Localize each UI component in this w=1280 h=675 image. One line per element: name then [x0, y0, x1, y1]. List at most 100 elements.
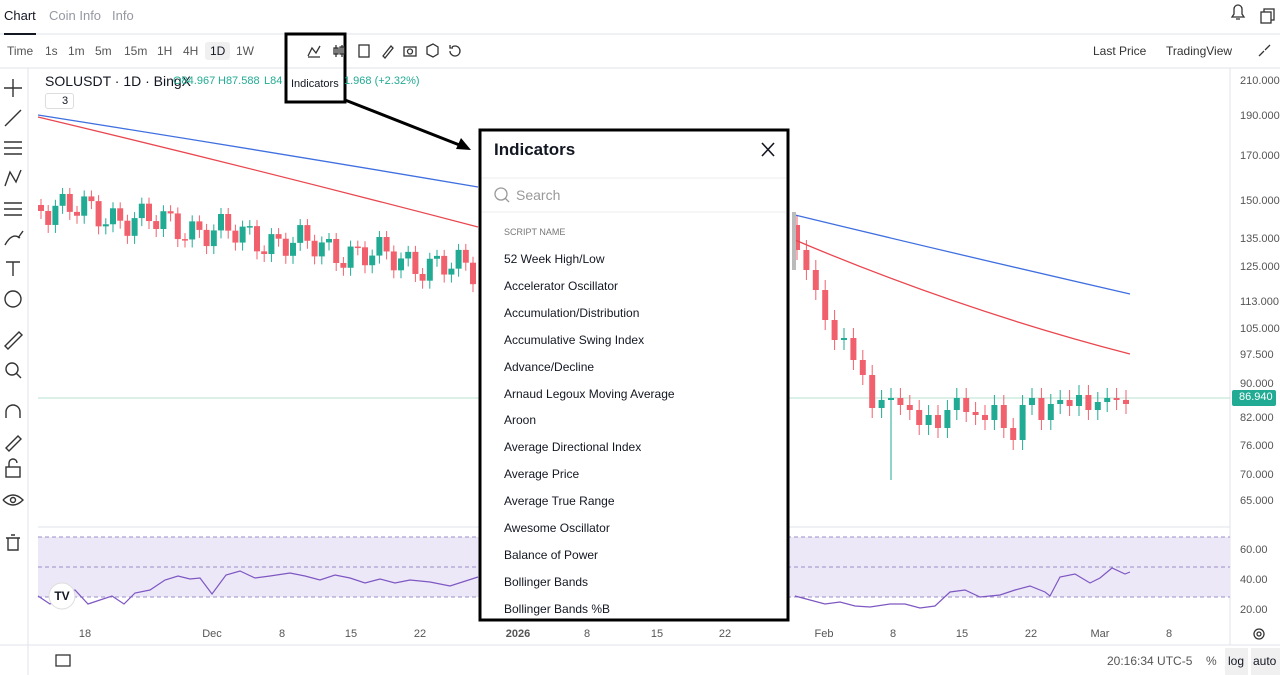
search-input[interactable]: Search	[516, 187, 561, 203]
rsi-line	[37, 570, 479, 605]
candle	[59, 193, 66, 206]
candle	[831, 320, 838, 340]
candle	[869, 375, 876, 408]
interval-button[interactable]: 1W	[236, 44, 254, 58]
candle	[282, 238, 289, 256]
price-axis-label: 105.000	[1240, 323, 1280, 335]
candle	[124, 220, 131, 236]
rsi-axis-label: 20.00	[1240, 604, 1268, 616]
time-axis-label: 8	[1165, 628, 1173, 640]
symbol-label: SOLUSDT · 1D · BingX	[45, 73, 192, 89]
candle	[426, 258, 433, 281]
indicator-item[interactable]: Bollinger Bands %B	[504, 601, 611, 616]
auto-toggle[interactable]: auto	[1253, 654, 1277, 668]
rsi-axis-label: 40.00	[1240, 574, 1268, 586]
tab[interactable]: Info	[112, 8, 134, 23]
svg-text:TV: TV	[54, 589, 69, 603]
candle	[38, 205, 44, 211]
candle	[953, 398, 960, 410]
interval-button[interactable]: Time	[7, 44, 34, 58]
candle	[304, 225, 311, 241]
interval-button[interactable]: 15m	[124, 44, 148, 58]
indicator-item[interactable]: Average True Range	[504, 494, 615, 509]
candle	[45, 211, 52, 225]
percent-toggle[interactable]: %	[1206, 654, 1217, 668]
candle	[326, 238, 332, 243]
candle	[803, 250, 810, 270]
scrollbar	[792, 212, 796, 270]
candle	[347, 246, 354, 268]
tab[interactable]: Coin Info	[49, 8, 102, 23]
dialog-title: Indicators	[494, 140, 576, 159]
interval-button[interactable]: 1m	[68, 44, 85, 58]
indicator-item[interactable]: Average Price	[504, 467, 580, 482]
candle	[117, 208, 124, 221]
toolbar-icons[interactable]	[55, 4, 1275, 667]
time-axis-label: 22	[413, 628, 427, 640]
rsi-axis-label: 60.00	[1240, 544, 1268, 556]
indicator-item[interactable]: Accumulation/Distribution	[504, 305, 640, 320]
interval-button[interactable]: 1H	[157, 44, 173, 58]
last-price-tag	[1232, 390, 1276, 406]
indicator-item[interactable]: Awesome Oscillator	[504, 521, 610, 535]
candle	[1047, 404, 1054, 420]
candle	[794, 225, 800, 250]
candle	[1113, 398, 1120, 400]
price-axis-label: 90.000	[1240, 378, 1274, 390]
collapse-button[interactable]: 3	[45, 93, 75, 109]
candle	[102, 224, 109, 227]
tooltip-highlight	[284, 32, 347, 104]
chart-style-select[interactable]: TradingView	[1166, 44, 1233, 58]
time-axis-label: Feb	[814, 628, 834, 640]
price-type-select[interactable]: Last Price	[1093, 44, 1147, 58]
candle	[812, 270, 819, 290]
close-button[interactable]	[761, 142, 775, 157]
indicator-item[interactable]: Aroon	[504, 413, 537, 428]
interval-button[interactable]: 4H	[183, 44, 199, 58]
candle	[167, 211, 174, 214]
candle	[66, 193, 73, 212]
log-toggle[interactable]: log	[1228, 654, 1245, 668]
indicator-item[interactable]: Arnaud Legoux Moving Average	[504, 386, 675, 401]
tooltip: Indicators	[291, 78, 339, 90]
time-axis-label: Mar	[1090, 628, 1110, 640]
interval-button[interactable]: 5m	[95, 44, 112, 58]
candle	[261, 251, 268, 255]
interval-button[interactable]: 1D	[205, 42, 231, 60]
candle	[203, 229, 210, 247]
candle	[1019, 405, 1026, 440]
candle	[369, 255, 376, 266]
indicator-item[interactable]: Bollinger Bands	[504, 574, 589, 589]
legend-open: O84.967	[173, 75, 216, 87]
indicator-item[interactable]: Accumulative Swing Index	[504, 332, 645, 347]
candle	[1094, 402, 1101, 410]
candle	[935, 415, 941, 428]
time-axis-label: 22	[1024, 628, 1038, 640]
indicator-item[interactable]: Average Directional Index	[504, 440, 642, 455]
rsi-line-right	[794, 567, 1131, 609]
indicator-item[interactable]: Balance of Power	[504, 547, 599, 562]
candle	[878, 400, 885, 408]
time-axis-label: Dec	[202, 628, 222, 640]
tab[interactable]: Chart	[4, 8, 36, 23]
price-axis-label: 70.000	[1240, 469, 1274, 481]
candle	[246, 226, 253, 228]
candle	[419, 273, 426, 281]
candle	[232, 230, 239, 243]
candle	[434, 255, 440, 259]
candle	[182, 239, 188, 241]
legend-low: L84	[264, 75, 283, 87]
candle	[888, 398, 894, 400]
candle	[297, 225, 304, 243]
drawing-tools[interactable]	[2, 79, 24, 551]
candle	[859, 360, 866, 375]
candle	[153, 221, 160, 230]
candle	[138, 203, 145, 219]
candle	[225, 213, 232, 231]
indicator-item[interactable]: Advance/Decline	[504, 359, 595, 374]
indicator-item[interactable]: Accelerator Oscillator	[504, 278, 619, 293]
price-axis-label: 125.000	[1240, 261, 1280, 273]
clock: 20:16:34 UTC-5	[1107, 654, 1193, 668]
interval-button[interactable]: 1s	[45, 44, 58, 58]
indicator-item[interactable]: 52 Week High/Low	[504, 252, 605, 266]
